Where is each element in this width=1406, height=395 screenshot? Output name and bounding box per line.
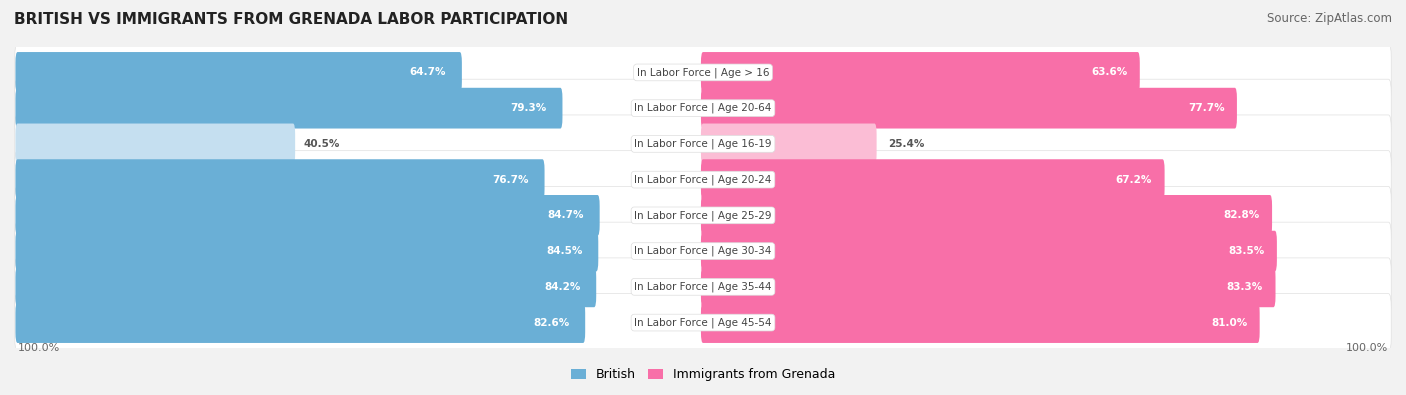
Text: 77.7%: 77.7% — [1188, 103, 1225, 113]
Text: 81.0%: 81.0% — [1211, 318, 1247, 327]
FancyBboxPatch shape — [14, 222, 1392, 280]
FancyBboxPatch shape — [15, 231, 599, 271]
Text: 67.2%: 67.2% — [1116, 175, 1152, 184]
FancyBboxPatch shape — [14, 258, 1392, 316]
FancyBboxPatch shape — [702, 195, 1272, 236]
Text: 83.5%: 83.5% — [1229, 246, 1264, 256]
Text: In Labor Force | Age 25-29: In Labor Force | Age 25-29 — [634, 210, 772, 221]
Text: In Labor Force | Age 35-44: In Labor Force | Age 35-44 — [634, 282, 772, 292]
Text: 63.6%: 63.6% — [1091, 68, 1128, 77]
Text: In Labor Force | Age 20-64: In Labor Force | Age 20-64 — [634, 103, 772, 113]
FancyBboxPatch shape — [702, 231, 1277, 271]
Text: 76.7%: 76.7% — [492, 175, 529, 184]
FancyBboxPatch shape — [15, 302, 585, 343]
FancyBboxPatch shape — [15, 88, 562, 128]
Text: 84.2%: 84.2% — [544, 282, 581, 292]
Text: 84.5%: 84.5% — [546, 246, 582, 256]
FancyBboxPatch shape — [702, 52, 1140, 93]
Text: 83.3%: 83.3% — [1227, 282, 1263, 292]
Legend: British, Immigrants from Grenada: British, Immigrants from Grenada — [565, 363, 841, 386]
FancyBboxPatch shape — [702, 88, 1237, 128]
FancyBboxPatch shape — [702, 302, 1260, 343]
FancyBboxPatch shape — [702, 159, 1164, 200]
Text: 64.7%: 64.7% — [409, 68, 446, 77]
FancyBboxPatch shape — [14, 293, 1392, 352]
Text: 79.3%: 79.3% — [510, 103, 547, 113]
Text: In Labor Force | Age 45-54: In Labor Force | Age 45-54 — [634, 317, 772, 328]
Text: In Labor Force | Age 16-19: In Labor Force | Age 16-19 — [634, 139, 772, 149]
Text: 25.4%: 25.4% — [889, 139, 925, 149]
Text: 40.5%: 40.5% — [304, 139, 340, 149]
FancyBboxPatch shape — [15, 195, 599, 236]
FancyBboxPatch shape — [14, 186, 1392, 245]
FancyBboxPatch shape — [702, 124, 876, 164]
Text: In Labor Force | Age 30-34: In Labor Force | Age 30-34 — [634, 246, 772, 256]
Text: 100.0%: 100.0% — [1347, 342, 1389, 353]
FancyBboxPatch shape — [15, 124, 295, 164]
Text: BRITISH VS IMMIGRANTS FROM GRENADA LABOR PARTICIPATION: BRITISH VS IMMIGRANTS FROM GRENADA LABOR… — [14, 12, 568, 27]
Text: 82.6%: 82.6% — [533, 318, 569, 327]
Text: 82.8%: 82.8% — [1223, 211, 1260, 220]
FancyBboxPatch shape — [15, 267, 596, 307]
FancyBboxPatch shape — [14, 79, 1392, 137]
Text: 84.7%: 84.7% — [547, 211, 583, 220]
FancyBboxPatch shape — [15, 159, 544, 200]
Text: In Labor Force | Age 20-24: In Labor Force | Age 20-24 — [634, 174, 772, 185]
FancyBboxPatch shape — [14, 115, 1392, 173]
Text: Source: ZipAtlas.com: Source: ZipAtlas.com — [1267, 12, 1392, 25]
Text: In Labor Force | Age > 16: In Labor Force | Age > 16 — [637, 67, 769, 78]
FancyBboxPatch shape — [702, 267, 1275, 307]
FancyBboxPatch shape — [15, 52, 461, 93]
FancyBboxPatch shape — [14, 150, 1392, 209]
Text: 100.0%: 100.0% — [17, 342, 59, 353]
FancyBboxPatch shape — [14, 43, 1392, 102]
